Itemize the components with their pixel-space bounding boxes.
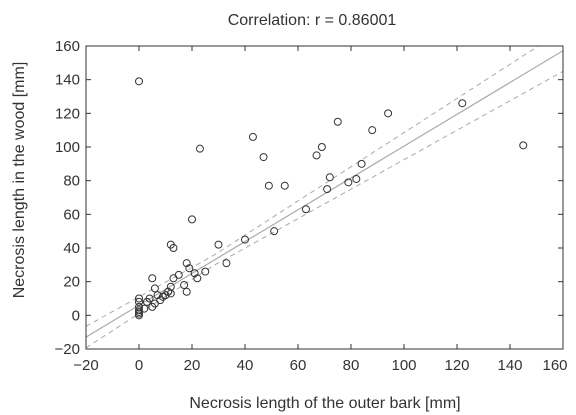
data-point [280, 181, 289, 190]
y-tick-label: 0 [72, 307, 80, 324]
confidence-band [86, 46, 563, 349]
data-point [145, 294, 154, 303]
y-axis-label: Necrosis length in the wood [mm] [11, 62, 28, 299]
data-point [301, 205, 310, 214]
data-point [148, 274, 157, 283]
data-point [135, 297, 143, 306]
data-point [188, 215, 196, 224]
y-tick-label: 80 [63, 173, 80, 190]
data-point [368, 126, 377, 135]
x-axis-label: Necrosis length of the outer bark [mm] [189, 395, 460, 412]
data-point [312, 151, 321, 160]
data-point [140, 304, 149, 313]
confidence-band-lower [86, 70, 563, 349]
y-tick-label: 40 [63, 240, 80, 257]
x-tick-label: 0 [135, 357, 143, 374]
data-point [195, 144, 204, 153]
data-point [357, 159, 366, 168]
y-tick-label: 140 [55, 72, 80, 89]
plot-frame [85, 45, 564, 350]
data-point [153, 291, 162, 300]
data-point [325, 173, 334, 182]
y-axis-ticks: −20 0 20 40 60 80 100 120 140 160 [55, 38, 563, 358]
x-tick-label: −20 [73, 357, 98, 374]
data-point [352, 174, 361, 183]
data-point [248, 132, 257, 141]
data-point [135, 294, 143, 303]
x-tick-label: 100 [391, 357, 416, 374]
data-point [193, 274, 202, 283]
data-point [241, 235, 249, 244]
data-point [185, 264, 194, 273]
data-point [264, 181, 273, 190]
data-point [384, 109, 393, 118]
x-tick-label: 60 [290, 357, 307, 374]
data-point [214, 240, 223, 249]
y-tick-label: 60 [63, 206, 80, 223]
y-tick-label: 20 [63, 274, 80, 291]
data-point [333, 117, 342, 126]
x-tick-label: 160 [542, 357, 567, 374]
data-point [519, 141, 528, 150]
data-point [259, 153, 268, 162]
data-point [174, 270, 183, 279]
data-point [150, 284, 159, 293]
data-point [222, 259, 231, 268]
data-point [135, 77, 143, 86]
data-points [135, 77, 528, 320]
y-tick-label: 100 [55, 139, 80, 156]
x-tick-label: 80 [343, 357, 360, 374]
data-point [182, 259, 191, 268]
data-point [458, 99, 467, 108]
x-tick-label: 140 [497, 357, 522, 374]
data-point [166, 282, 175, 291]
data-point [169, 244, 178, 252]
data-point [344, 178, 353, 187]
x-tick-label: 120 [444, 357, 469, 374]
data-point [270, 227, 279, 236]
data-point [182, 287, 191, 296]
data-point [180, 281, 189, 290]
confidence-band-upper [86, 46, 540, 327]
y-tick-label: 160 [55, 38, 80, 55]
y-tick-label: −20 [55, 341, 80, 358]
data-point [201, 267, 210, 276]
y-tick-label: 120 [55, 105, 80, 122]
data-point [317, 143, 326, 151]
x-axis-ticks: −20 0 20 40 60 80 100 120 140 160 [73, 46, 568, 374]
data-point [323, 185, 332, 194]
regression-fit [86, 50, 563, 338]
fit-line [86, 50, 563, 338]
x-tick-label: 20 [184, 357, 201, 374]
data-point [135, 302, 143, 311]
chart-title: Correlation: r = 0.86001 [228, 12, 397, 29]
data-point [190, 269, 199, 278]
data-point [135, 306, 143, 315]
x-tick-label: 40 [237, 357, 254, 374]
